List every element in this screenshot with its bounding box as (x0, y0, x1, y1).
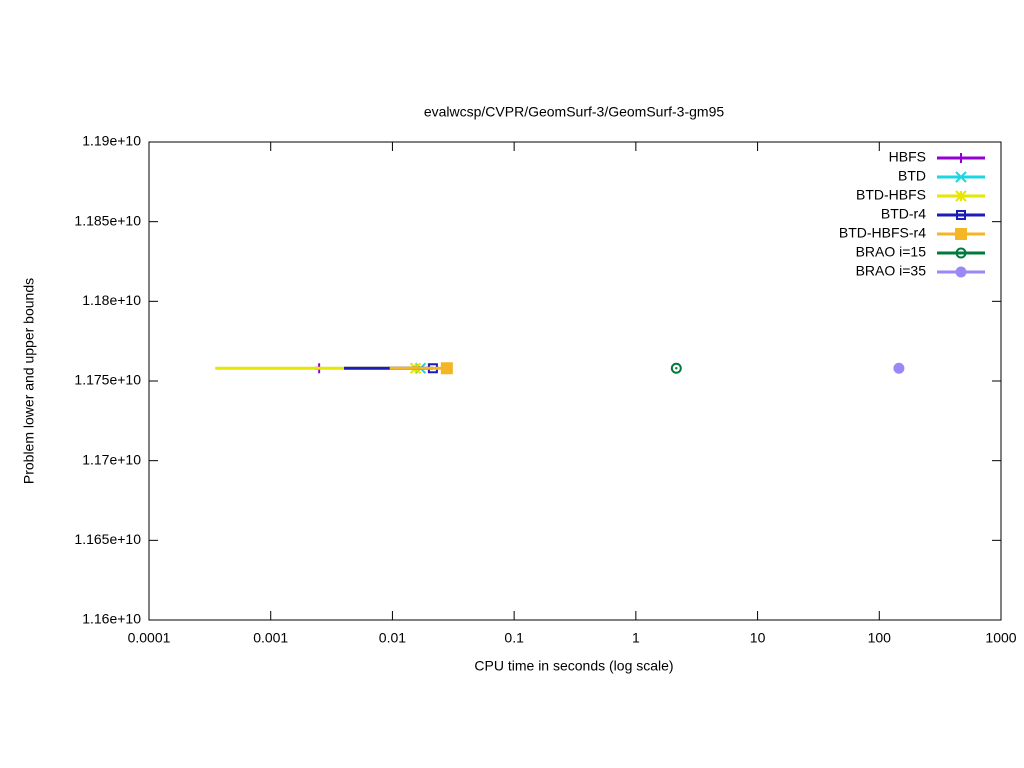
x-axis-label: CPU time in seconds (log scale) (474, 658, 673, 674)
marker-part (893, 362, 905, 374)
x-tick-label: 0.1 (504, 630, 524, 646)
y-tick-label: 1.19e+10 (82, 133, 141, 149)
legend-marker (955, 171, 967, 183)
legend-marker (955, 228, 967, 240)
legend-label: BTD-HBFS-r4 (839, 225, 926, 241)
legend-marker (955, 266, 967, 278)
legend-marker (955, 247, 967, 259)
marker-part (955, 171, 967, 183)
marker-part (675, 367, 678, 370)
legend-marker (956, 210, 966, 220)
x-tick-label: 100 (868, 630, 892, 646)
marker-part (670, 362, 682, 374)
marker-part (955, 266, 967, 278)
marker (440, 362, 453, 375)
x-tick-label: 0.0001 (128, 630, 171, 646)
marker-part (955, 228, 967, 240)
y-tick-label: 1.16e+10 (82, 611, 141, 627)
marker-part (959, 251, 963, 255)
x-tick-label: 1000 (985, 630, 1016, 646)
legend-label: BTD (898, 168, 926, 184)
x-tick-label: 0.01 (379, 630, 406, 646)
marker (893, 362, 905, 374)
marker (670, 362, 682, 374)
x-tick-label: 0.001 (253, 630, 288, 646)
y-axis-label: Problem lower and upper bounds (21, 278, 37, 484)
legend-marker (956, 153, 966, 163)
plot-frame (148, 141, 1002, 621)
legend-marker (955, 190, 967, 202)
legend-label: BRAO i=15 (856, 244, 927, 260)
y-tick-label: 1.18e+10 (82, 292, 141, 308)
y-tick-label: 1.185e+10 (74, 212, 141, 228)
x-tick-label: 10 (750, 630, 766, 646)
y-tick-label: 1.17e+10 (82, 451, 141, 467)
y-tick-label: 1.165e+10 (74, 531, 141, 547)
legend-label: BRAO i=35 (856, 263, 927, 279)
legend-label: HBFS (889, 149, 926, 165)
chart-title: evalwcsp/CVPR/GeomSurf-3/GeomSurf-3-gm95 (424, 104, 725, 120)
marker-part (956, 210, 966, 220)
y-tick-label: 1.175e+10 (74, 372, 141, 388)
marker-part (955, 190, 967, 202)
legend-label: BTD-r4 (881, 206, 926, 222)
marker-part (955, 247, 967, 259)
legend-label: BTD-HBFS (856, 187, 926, 203)
x-tick-label: 1 (632, 630, 640, 646)
marker-part (440, 362, 453, 375)
